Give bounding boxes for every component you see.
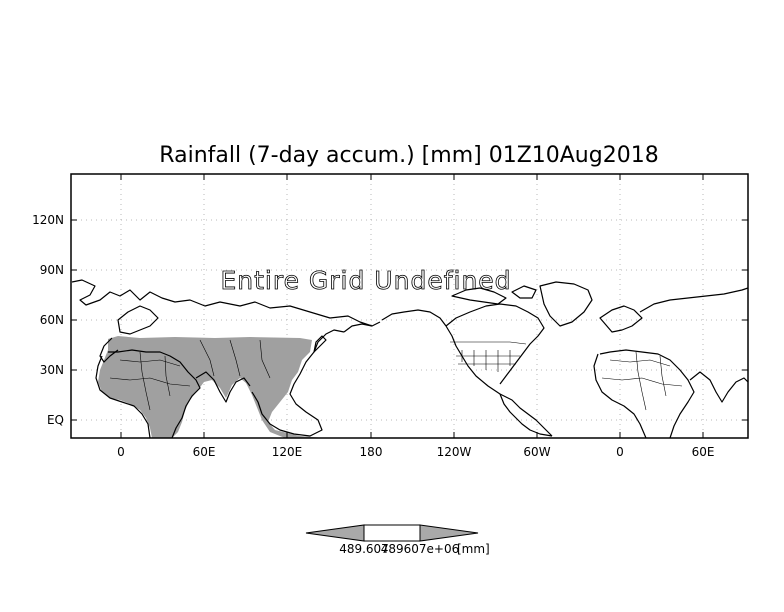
lon-label: 60E	[692, 445, 715, 459]
coastlines	[71, 279, 749, 439]
colorbar-low-arrow	[305, 524, 365, 542]
lon-label: 60W	[523, 445, 550, 459]
lon-label: 120E	[272, 445, 303, 459]
shaded-land	[98, 336, 325, 438]
lat-label: 30N	[40, 363, 64, 377]
lon-label: 120W	[437, 445, 472, 459]
colorbar: 489.607 489607e+06 [mm]	[305, 524, 490, 556]
lon-label: 180	[360, 445, 383, 459]
colorbar-high-arrow	[419, 524, 479, 542]
map-panel: Entire Grid Undefined	[70, 173, 749, 439]
undefined-grid-notice: Entire Grid Undefined	[220, 266, 511, 295]
lon-label: 0	[117, 445, 125, 459]
country-borders	[109, 339, 683, 411]
lon-label: 60E	[193, 445, 216, 459]
map-title: Rainfall (7-day accum.) [mm] 01Z10Aug201…	[159, 143, 658, 168]
lat-label: 90N	[40, 263, 64, 277]
lat-tick-labels: 120N 90N 60N 30N EQ	[32, 213, 64, 427]
colorbar-unit-label: [mm]	[457, 542, 490, 556]
lon-label: 0	[616, 445, 624, 459]
colorbar-max-label: 489607e+06	[381, 542, 460, 556]
tick-marks	[71, 174, 748, 438]
lat-label: 120N	[32, 213, 64, 227]
colorbar-center-box	[363, 524, 421, 542]
lon-tick-labels: 0 60E 120E 180 120W 60W 0 60E	[117, 445, 714, 459]
lat-label: 60N	[40, 313, 64, 327]
colorbar-min-label: 489.607	[339, 542, 389, 556]
map-frame	[70, 173, 749, 439]
lat-label: EQ	[47, 413, 64, 427]
